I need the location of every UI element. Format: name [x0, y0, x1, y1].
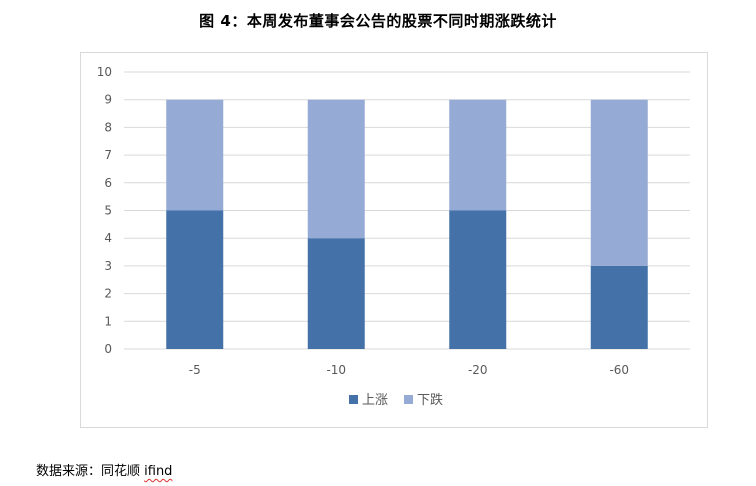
y-tick-label-7: 7 [104, 148, 112, 162]
figure-title: 图 4：本周发布董事会公告的股票不同时期涨跌统计 [199, 12, 557, 30]
x-tick-label--5: -5 [189, 363, 201, 377]
y-tick-label-4: 4 [104, 231, 112, 245]
y-tick-label-8: 8 [104, 120, 112, 134]
y-tick-label-10: 10 [97, 65, 112, 79]
y-tick-label-1: 1 [104, 314, 112, 328]
legend-swatch-up [349, 395, 358, 404]
legend-swatch-down [404, 395, 413, 404]
x-tick-label--60: -60 [609, 363, 629, 377]
y-tick-label-5: 5 [104, 204, 112, 218]
source-prefix: 数据来源：同花顺 [36, 464, 145, 479]
legend-label-up: 上涨 [362, 393, 388, 408]
source-brand: ifind [144, 464, 173, 479]
x-tick-label--10: -10 [326, 363, 346, 377]
y-tick-label-0: 0 [104, 342, 112, 356]
source-note: 数据来源：同花顺 ifind [36, 460, 172, 479]
y-tick-label-9: 9 [104, 93, 112, 107]
bar-down--60 [590, 99, 648, 266]
bar-up--10 [307, 238, 365, 349]
bar-up--20 [449, 210, 507, 349]
bar-down--5 [166, 99, 224, 211]
legend-label-down: 下跌 [417, 392, 443, 408]
y-tick-label-3: 3 [104, 259, 112, 273]
bar-down--20 [449, 99, 507, 211]
y-tick-label-6: 6 [104, 176, 112, 190]
bar-up--60 [590, 265, 648, 349]
bar-up--5 [166, 210, 224, 349]
x-tick-label--20: -20 [468, 363, 488, 377]
bar-down--10 [307, 99, 365, 239]
y-tick-label-2: 2 [104, 287, 112, 301]
stacked-bar-chart: 0 1 2 3 4 5 6 7 8 9 10 -5 -10 -20 -60 上涨 下跌 [97, 65, 690, 408]
